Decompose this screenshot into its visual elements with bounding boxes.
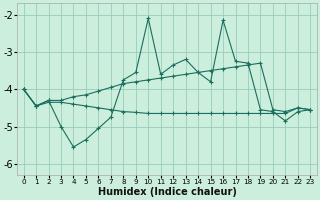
X-axis label: Humidex (Indice chaleur): Humidex (Indice chaleur) (98, 187, 236, 197)
